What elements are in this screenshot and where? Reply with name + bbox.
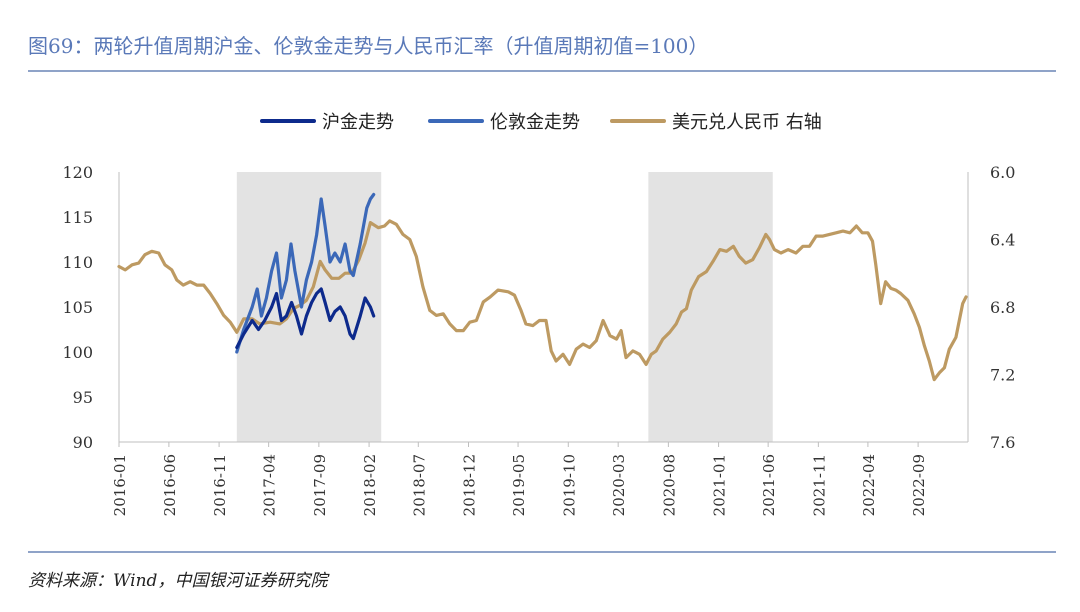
legend-label-3: 美元兑人民币 右轴 [672, 112, 822, 133]
y-left-tick-label: 90 [73, 433, 93, 452]
y-right-tick-label: 6.4 [990, 231, 1015, 250]
y-right-tick-label: 6.8 [990, 298, 1015, 317]
x-tick-label: 2019-05 [510, 454, 528, 516]
y-right-tick-label: 7.6 [990, 433, 1015, 452]
footer-divider [28, 551, 1056, 553]
series-line-2 [235, 192, 376, 354]
x-tick-label: 2016-06 [161, 454, 179, 516]
x-tick-label: 2021-01 [711, 454, 729, 516]
x-tick-label: 2021-11 [810, 454, 828, 516]
x-tick-label: 2017-04 [261, 454, 279, 516]
title-divider [28, 70, 1056, 72]
y-right-tick-label: 6.0 [990, 163, 1015, 182]
y-left-tick-label: 120 [62, 163, 93, 182]
shaded-period-2 [648, 172, 773, 442]
series-line-3 [117, 219, 968, 382]
series-line-1 [235, 287, 376, 350]
y-left-tick-label: 95 [73, 388, 93, 407]
x-tick-label: 2018-07 [410, 454, 428, 516]
x-tick-label: 2022-04 [860, 454, 878, 516]
x-tick-label: 2019-10 [560, 454, 578, 516]
y-left-tick-label: 105 [62, 298, 93, 317]
x-tick-label: 2018-12 [461, 454, 479, 516]
legend-label-1: 沪金走势 [322, 112, 394, 133]
x-tick-label: 2017-09 [311, 454, 329, 516]
x-tick-label: 2022-09 [910, 454, 928, 516]
x-tick-label: 2020-03 [610, 454, 628, 516]
legend-label-2: 伦敦金走势 [490, 112, 580, 133]
y-left-tick-label: 100 [62, 343, 93, 362]
x-tick-label: 2021-06 [760, 454, 778, 516]
y-left-tick-label: 115 [62, 208, 93, 227]
x-tick-label: 2018-02 [361, 454, 379, 516]
x-tick-label: 2020-08 [660, 454, 678, 516]
source-note: 资料来源：Wind，中国银河证券研究院 [28, 571, 328, 591]
x-tick-label: 2016-01 [111, 454, 129, 516]
y-right-tick-label: 7.2 [990, 366, 1015, 385]
chart-title: 图69：两轮升值周期沪金、伦敦金走势与人民币汇率（升值周期初值=100） [28, 34, 709, 58]
x-tick-label: 2016-11 [211, 454, 229, 516]
y-left-tick-label: 110 [62, 253, 93, 272]
